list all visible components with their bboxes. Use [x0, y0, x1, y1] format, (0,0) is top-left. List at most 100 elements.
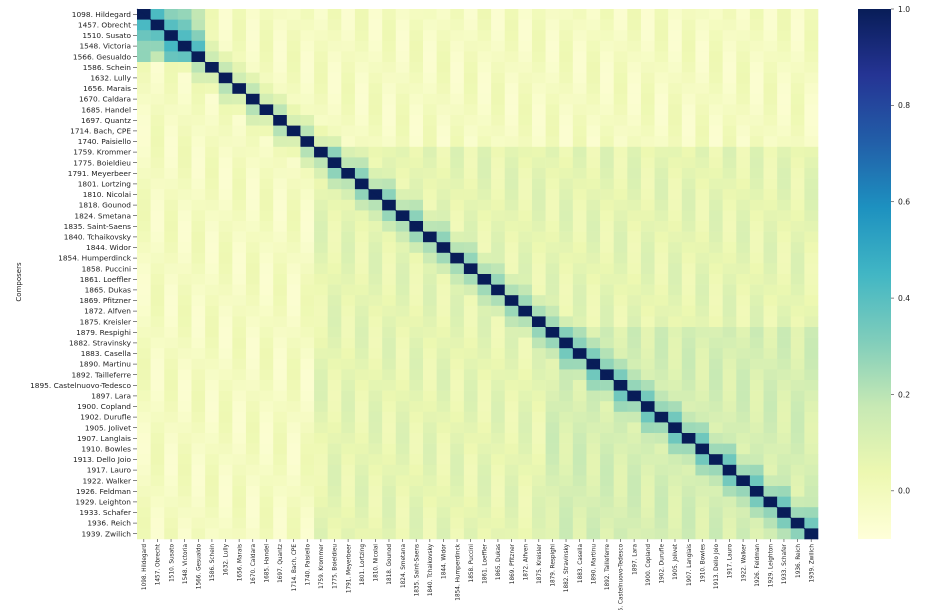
heatmap-cell: [518, 486, 533, 497]
heatmap-cell: [314, 411, 328, 423]
heatmap-cell: [382, 210, 397, 222]
heatmap-cell: [382, 242, 397, 254]
heatmap-cell: [259, 443, 274, 455]
heatmap-cell: [477, 390, 492, 402]
heatmap-cell: [423, 19, 437, 31]
heatmap-cell: [245, 284, 260, 296]
heatmap-cell: [695, 295, 710, 307]
heatmap-cell: [545, 146, 560, 158]
y-tick-label: 1854. Humperdinck: [58, 254, 132, 263]
heatmap-cell: [191, 295, 206, 307]
heatmap-cell: [354, 305, 369, 317]
heatmap-cell: [395, 104, 410, 116]
heatmap-cell: [709, 475, 723, 487]
heatmap-cell: [177, 62, 192, 73]
heatmap-cell: [409, 62, 424, 73]
heatmap-cell: [709, 40, 723, 52]
heatmap-cell: [668, 199, 683, 211]
heatmap-cell: [423, 517, 437, 529]
heatmap-cell: [368, 40, 383, 52]
heatmap-cell: [368, 380, 383, 391]
heatmap-cell: [368, 199, 383, 211]
heatmap-cell: [150, 9, 165, 20]
heatmap-cell: [205, 104, 220, 116]
heatmap-cell: [559, 189, 574, 201]
heatmap-cell: [232, 507, 247, 519]
heatmap-cell: [654, 178, 669, 190]
heatmap-cell: [545, 369, 560, 381]
heatmap-cell: [382, 369, 397, 381]
heatmap-cell: [368, 486, 383, 497]
heatmap-cell: [218, 178, 233, 190]
heatmap-cell: [749, 295, 764, 307]
heatmap-cell: [382, 327, 397, 338]
heatmap-cell: [491, 348, 506, 360]
heatmap-cell: [681, 51, 696, 63]
heatmap-cell: [423, 189, 437, 201]
heatmap-cell: [559, 252, 574, 264]
heatmap-cell: [531, 263, 546, 275]
heatmap-cell: [640, 305, 655, 317]
heatmap-cell: [368, 358, 383, 370]
heatmap-cell: [504, 358, 519, 370]
heatmap-cell: [286, 295, 301, 307]
heatmap-cell: [586, 19, 601, 31]
heatmap-cell: [450, 358, 465, 370]
heatmap-cell: [423, 9, 437, 20]
heatmap-cell: [382, 475, 397, 487]
heatmap-cell: [722, 284, 737, 296]
heatmap-cell: [286, 305, 301, 317]
heatmap-cell: [409, 390, 424, 402]
heatmap-cell: [491, 19, 506, 31]
heatmap-cell: [286, 517, 301, 529]
heatmap-cell: [300, 263, 315, 275]
heatmap-cell: [586, 507, 601, 519]
heatmap-cell: [327, 136, 342, 148]
heatmap-cell: [463, 327, 478, 338]
heatmap-cell: [354, 507, 369, 519]
heatmap-cell: [572, 380, 587, 391]
heatmap-cell: [613, 454, 628, 466]
heatmap-cell: [205, 157, 220, 169]
x-tick-label: 1656. Marais: [235, 544, 243, 581]
heatmap-cell: [695, 189, 710, 201]
heatmap-cell: [314, 369, 328, 381]
heatmap-cell: [218, 252, 233, 264]
heatmap-cell: [586, 40, 601, 52]
heatmap-cell: [531, 464, 546, 476]
heatmap-cell: [314, 454, 328, 466]
heatmap-cell: [545, 475, 560, 487]
heatmap-cell: [668, 401, 683, 413]
y-tick-label: 1670. Caldara: [79, 95, 131, 104]
heatmap-cell: [423, 136, 437, 148]
heatmap-cell: [177, 433, 192, 444]
heatmap-cell: [137, 178, 151, 190]
heatmap-cell: [341, 443, 356, 455]
heatmap-cell: [368, 93, 383, 105]
heatmap-cell: [709, 295, 723, 307]
heatmap-cell: [477, 454, 492, 466]
heatmap-cell: [790, 507, 805, 519]
heatmap-cell: [137, 496, 151, 508]
heatmap-cell: [722, 40, 737, 52]
heatmap-cell: [777, 295, 792, 307]
heatmap-cell: [790, 337, 805, 349]
heatmap-cell: [531, 93, 546, 105]
heatmap-cell: [681, 125, 696, 137]
heatmap-cell: [600, 348, 614, 360]
heatmap-cell: [627, 454, 642, 466]
heatmap-cell: [518, 231, 533, 243]
heatmap-cell: [504, 40, 519, 52]
heatmap-cell: [804, 496, 819, 508]
heatmap-cell: [314, 40, 328, 52]
heatmap-cell: [314, 295, 328, 307]
heatmap-cell: [749, 210, 764, 222]
heatmap-cell: [681, 221, 696, 232]
heatmap-cell: [709, 104, 723, 116]
heatmap-cell: [763, 454, 778, 466]
heatmap-cell: [463, 83, 478, 95]
heatmap-cell: [327, 62, 342, 73]
heatmap-cell: [218, 30, 233, 42]
heatmap-cell: [627, 517, 642, 529]
heatmap-cell: [273, 507, 288, 519]
